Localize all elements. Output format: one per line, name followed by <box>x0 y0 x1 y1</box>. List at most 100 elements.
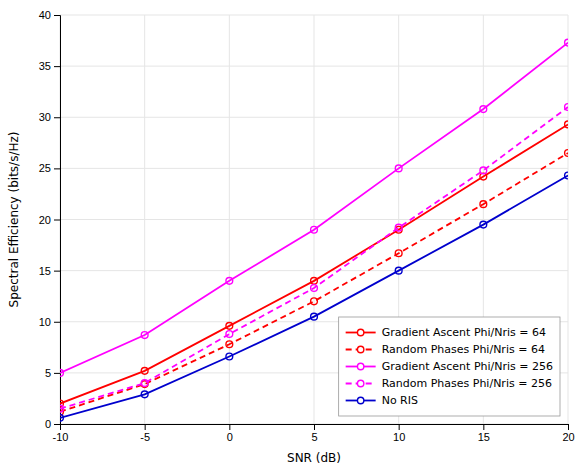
legend-item: Random Phases Phi/Nris = 64 <box>346 343 545 356</box>
x-tick-mark <box>399 424 400 430</box>
y-tick: 20 <box>39 214 60 226</box>
series-marker <box>395 250 402 257</box>
y-tick-label: 5 <box>45 367 51 379</box>
y-tick-mark <box>54 271 60 272</box>
y-tick-mark <box>54 15 60 16</box>
series-marker <box>60 369 63 376</box>
x-tick: 20 <box>562 424 574 443</box>
x-tick: 0 <box>227 424 233 443</box>
series-marker <box>141 367 148 374</box>
y-tick-label: 35 <box>39 60 51 72</box>
legend-label: Random Phases Phi/Nris = 64 <box>382 343 545 356</box>
plot-area: -10 -5 0 5 10 15 20 0 5 10 15 20 25 30 35 40 SNR (dB) Spe… <box>7 9 575 465</box>
x-tick: 5 <box>311 424 317 443</box>
x-tick-mark <box>145 424 146 430</box>
y-tick: 10 <box>39 316 60 328</box>
y-tick: 0 <box>45 418 60 430</box>
legend-box <box>339 317 560 416</box>
series-marker <box>480 221 487 228</box>
series-marker <box>395 224 402 231</box>
y-tick-mark <box>54 168 60 169</box>
y-tick-mark <box>54 117 60 118</box>
series-line <box>60 107 568 409</box>
series-marker <box>565 121 568 128</box>
y-tick-label: 15 <box>39 265 51 277</box>
grid <box>60 15 568 424</box>
y-axis: 0 5 10 15 20 25 30 35 40 <box>39 9 61 430</box>
legend-label: Gradient Ascent Phi/Nris = 64 <box>382 326 546 339</box>
y-tick-mark <box>54 322 60 323</box>
series-marker <box>480 106 487 113</box>
y-tick: 15 <box>39 265 60 277</box>
series-marker <box>141 380 148 387</box>
series-marker <box>565 39 568 46</box>
y-grid-line <box>60 117 568 118</box>
x-tick: -5 <box>140 424 150 443</box>
x-tick-label: 0 <box>227 431 233 443</box>
y-tick: 30 <box>39 111 60 123</box>
x-tick: 15 <box>478 424 490 443</box>
x-tick: -10 <box>53 424 69 443</box>
x-tick-label: -10 <box>53 431 69 443</box>
series-line <box>60 153 568 412</box>
y-grid-line <box>60 168 568 169</box>
series-marker <box>565 104 568 111</box>
legend-label: Gradient Ascent Phi/Nris = 256 <box>382 360 553 373</box>
y-axis-line <box>54 16 61 425</box>
series-line <box>60 124 568 403</box>
y-grid-line <box>60 270 568 271</box>
x-axis-title: SNR (dB) <box>287 451 341 465</box>
legend-label: Random Phases Phi/Nris = 256 <box>382 377 552 390</box>
series <box>60 104 568 412</box>
y-grid-line <box>60 15 568 16</box>
series-marker <box>311 226 318 233</box>
x-axis: -10 -5 0 5 10 15 20 <box>53 424 575 443</box>
x-tick-label: -5 <box>140 431 150 443</box>
legend-item: Random Phases Phi/Nris = 256 <box>346 377 552 390</box>
series-marker <box>395 165 402 172</box>
series-marker <box>311 298 318 305</box>
series-marker <box>311 313 318 320</box>
series-marker <box>141 332 148 339</box>
series <box>60 121 568 407</box>
y-tick: 5 <box>45 367 60 379</box>
x-tick-label: 10 <box>393 431 405 443</box>
x-tick-mark <box>314 424 315 430</box>
series-marker <box>60 405 63 412</box>
y-tick-label: 10 <box>39 316 51 328</box>
y-tick-label: 30 <box>39 111 51 123</box>
y-tick: 35 <box>39 60 60 72</box>
legend-item: Gradient Ascent Phi/Nris = 256 <box>346 360 553 373</box>
x-tick-mark <box>229 424 230 430</box>
legend-marker <box>357 380 363 386</box>
x-tick-label: 15 <box>478 431 490 443</box>
x-axis-line <box>61 425 569 431</box>
series <box>60 39 568 376</box>
series-line <box>60 176 568 418</box>
y-tick-mark <box>54 66 60 67</box>
x-tick: 10 <box>393 424 405 443</box>
legend-item: No RIS <box>346 394 418 407</box>
series-marker <box>395 267 402 274</box>
y-tick-label: 40 <box>39 9 51 21</box>
series-marker <box>226 322 233 329</box>
series-marker <box>480 167 487 174</box>
legend-label: No RIS <box>382 394 418 407</box>
y-tick-mark <box>54 424 60 425</box>
y-tick-label: 0 <box>45 418 51 430</box>
series-group <box>60 39 568 421</box>
y-tick: 25 <box>39 162 60 174</box>
series-marker <box>480 201 487 208</box>
legend-item: Gradient Ascent Phi/Nris = 64 <box>346 326 546 339</box>
y-tick: 40 <box>39 9 60 21</box>
legend-marker <box>357 329 363 335</box>
x-tick-label: 5 <box>311 431 317 443</box>
y-axis-title: Spectral Efficiency (bits/s/Hz) <box>7 132 21 308</box>
series-marker <box>311 285 318 292</box>
y-tick-mark <box>54 373 60 374</box>
series-marker <box>226 277 233 284</box>
legend-marker <box>357 346 363 352</box>
series-marker <box>565 150 568 157</box>
series <box>60 150 568 415</box>
y-grid-line <box>60 66 568 67</box>
